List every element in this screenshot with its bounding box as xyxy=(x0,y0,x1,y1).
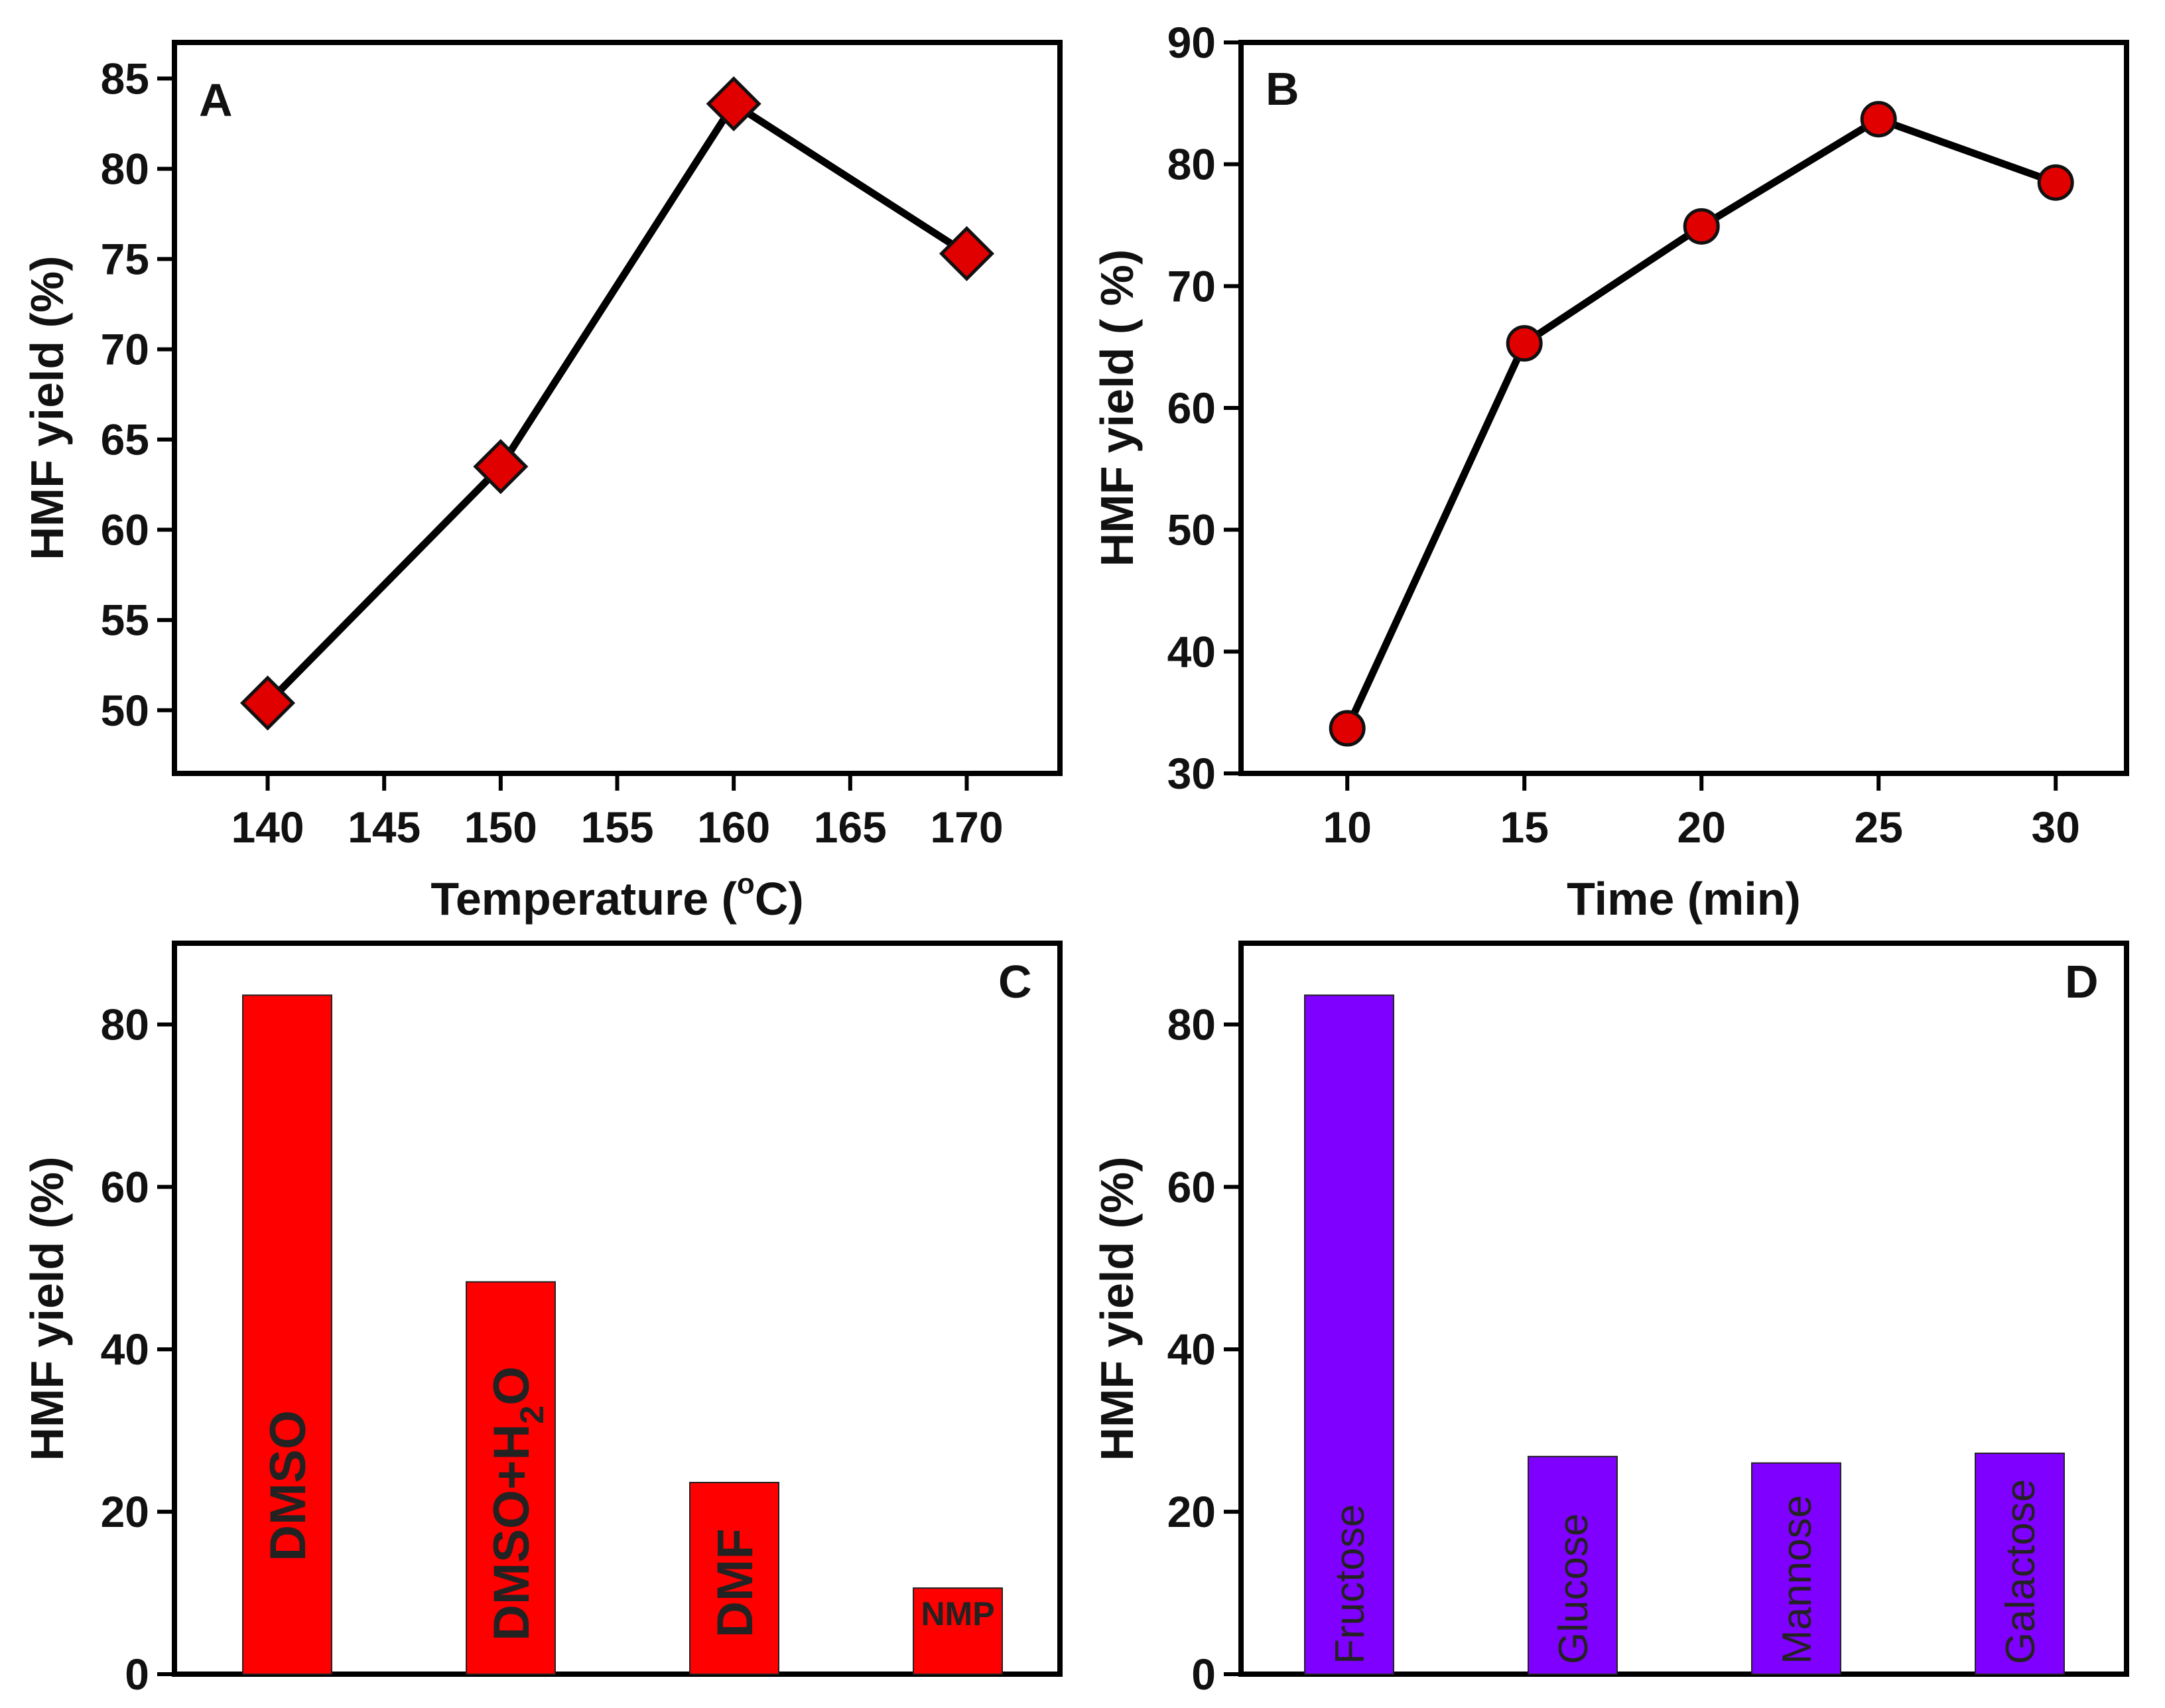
bar-label: Galactose xyxy=(1998,1479,2044,1664)
bar-label: Mannose xyxy=(1774,1495,1820,1664)
y-tick-label: 80 xyxy=(101,1000,149,1049)
bar-label-text: DMSO+H xyxy=(484,1424,540,1641)
x-tick-label: 140 xyxy=(231,803,304,852)
series-line xyxy=(265,100,969,706)
bar xyxy=(1528,1455,1618,1675)
bar xyxy=(1304,994,1394,1675)
x-axis-title-main: Temperature ( xyxy=(430,873,737,925)
bar-label: DMF xyxy=(707,1528,763,1638)
bar-label: Glucose xyxy=(1551,1514,1597,1664)
y-tick-label: 55 xyxy=(101,596,149,645)
data-point-circle xyxy=(1860,101,1897,138)
data-point-diamond xyxy=(706,76,761,132)
y-tick-label: 90 xyxy=(1167,18,1216,67)
x-tick-label: 170 xyxy=(930,803,1003,852)
y-tick-label: 40 xyxy=(1167,627,1216,676)
y-axis-title: HMF yield ( %) xyxy=(1091,249,1143,566)
bar xyxy=(242,994,332,1675)
bar-label: DMSO xyxy=(260,1410,316,1561)
y-axis-title: HMF yield (%) xyxy=(21,1157,73,1461)
data-point-circle xyxy=(1506,325,1543,362)
y-tick-label: 0 xyxy=(125,1650,149,1699)
x-tick-label: 20 xyxy=(1677,803,1725,852)
y-tick-label: 50 xyxy=(101,686,149,735)
data-point-circle xyxy=(1329,710,1366,747)
x-axis-title: Temperature (oC) xyxy=(430,868,803,925)
data-point-circle xyxy=(1683,208,1720,245)
bar xyxy=(913,1587,1003,1675)
bar-label: DMSO+H2O xyxy=(484,1366,551,1641)
data-point-diamond xyxy=(939,226,995,281)
y-tick-label: 30 xyxy=(1167,749,1216,798)
y-tick-label: 60 xyxy=(1167,1162,1216,1211)
bar xyxy=(1975,1452,2065,1675)
y-tick-label: 60 xyxy=(1167,383,1216,432)
panel-b: B 30 40 50 60 70 80 90 HMF yield ( %) 10 15 20 25 30 T… xyxy=(1091,18,2129,925)
y-tick-label: 65 xyxy=(101,415,149,464)
bar xyxy=(689,1482,779,1675)
y-tick-label: 60 xyxy=(101,1162,149,1211)
y-tick-label: 40 xyxy=(1167,1325,1216,1374)
panel-letter: D xyxy=(2065,956,2099,1008)
plot-frame xyxy=(1238,941,2129,1677)
panel-letter: C xyxy=(998,956,1032,1008)
y-tick-label: 20 xyxy=(1167,1487,1216,1536)
x-tick-label: 15 xyxy=(1500,803,1548,852)
bar-label-text: DMSO xyxy=(260,1410,316,1561)
plot-frame xyxy=(172,941,1063,1677)
y-tick-label: 40 xyxy=(101,1325,149,1374)
y-tick-label: 50 xyxy=(1167,505,1216,555)
bar-label-text: DMF xyxy=(707,1528,763,1638)
y-tick-label: 70 xyxy=(1167,261,1216,310)
panel-letter: A xyxy=(199,74,233,126)
bar-label: NMP xyxy=(921,1595,994,1632)
data-point-circle xyxy=(2037,164,2074,201)
y-axis-title: HMF yield (%) xyxy=(1091,1157,1143,1461)
bar-label-subscript: 2 xyxy=(513,1406,551,1424)
y-tick-label: 80 xyxy=(101,144,149,193)
bar-label-suffix: O xyxy=(484,1366,540,1406)
x-tick-label: 150 xyxy=(464,803,537,852)
y-tick-label: 0 xyxy=(1191,1650,1216,1699)
y-tick-label: 70 xyxy=(101,325,149,374)
x-tick-label: 10 xyxy=(1323,803,1371,852)
bar xyxy=(466,1281,556,1675)
y-tick-label: 20 xyxy=(101,1487,149,1536)
y-tick-label: 85 xyxy=(101,54,149,103)
y-tick-label: 80 xyxy=(1167,1000,1216,1049)
bar xyxy=(1751,1462,1841,1675)
panel-c: C 0 20 40 60 80 HMF yield (%) DMSO DMSO+H2O DMF NM… xyxy=(21,941,1063,1699)
x-tick-label: 145 xyxy=(348,803,421,852)
x-axis-title: Time (min) xyxy=(1567,873,1801,925)
bar-label: Fructose xyxy=(1327,1504,1373,1664)
x-tick-label: 155 xyxy=(580,803,653,852)
data-point-diamond xyxy=(239,675,296,731)
y-tick-label: 60 xyxy=(101,505,149,555)
x-tick-label: 160 xyxy=(697,803,770,852)
x-tick-label: 165 xyxy=(814,803,887,852)
panel-a: A 50 55 60 65 70 75 80 85 HMF yield (%) 140 145 150 1… xyxy=(21,40,1063,925)
y-tick-label: 75 xyxy=(101,235,149,284)
y-axis-title: HMF yield (%) xyxy=(21,256,73,560)
x-tick-label: 25 xyxy=(1854,803,1902,852)
data-point-diamond xyxy=(473,438,529,494)
panel-d: D 0 20 40 60 80 HMF yield (%) Fructose Glucose Ma… xyxy=(1091,941,2129,1699)
x-axis-title-degree: o xyxy=(737,868,755,900)
x-axis-title-unit: C) xyxy=(755,873,804,925)
y-tick-label: 80 xyxy=(1167,140,1216,189)
panel-letter: B xyxy=(1266,63,1299,115)
x-tick-label: 30 xyxy=(2031,803,2079,852)
